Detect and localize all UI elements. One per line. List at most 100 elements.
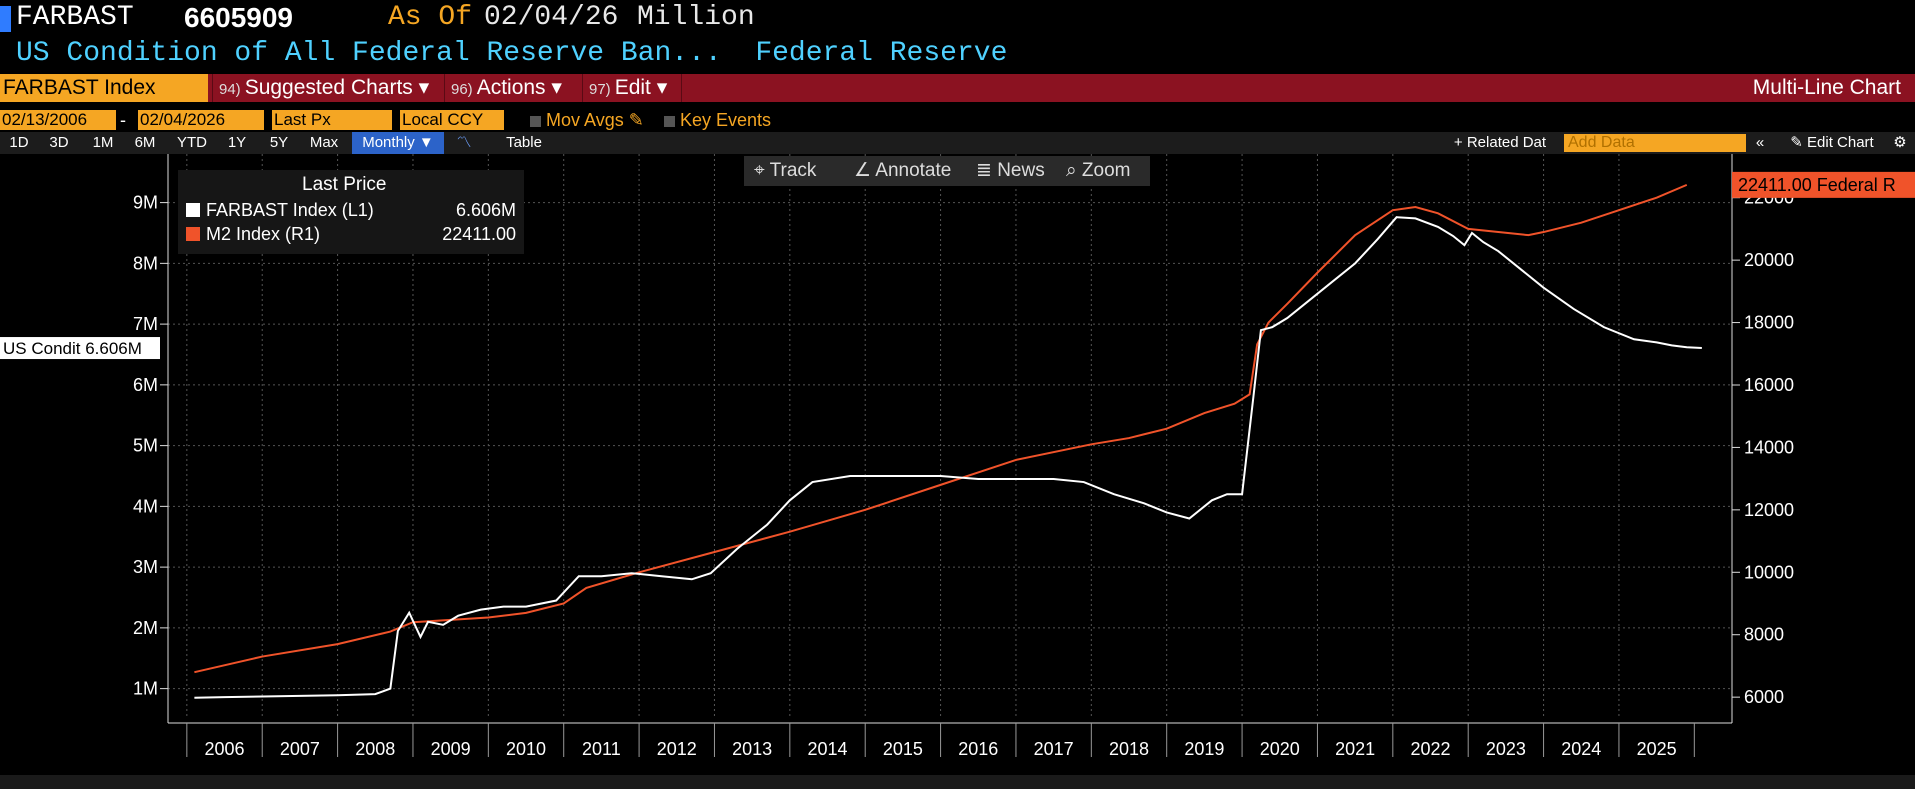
mov-avgs-toggle[interactable]: Mov Avgs ✎ xyxy=(530,110,644,130)
end-date-field[interactable]: 02/04/2026 xyxy=(138,110,264,130)
range-max[interactable]: Max xyxy=(309,134,339,151)
right-tick-label: 20000 xyxy=(1744,250,1794,270)
svg-text:22411.00 Federal R: 22411.00 Federal R xyxy=(1738,175,1896,195)
line-chart-icon[interactable]: 〽 xyxy=(456,134,472,151)
news-button[interactable]: ≣ News xyxy=(976,160,1045,181)
x-tick-label: 2020 xyxy=(1260,739,1300,759)
left-axis-labels: 1M 2M 3M 4M 5M 6M 7M 8M 9M xyxy=(133,193,158,699)
checkbox-icon xyxy=(530,115,541,127)
x-tick-label: 2021 xyxy=(1335,739,1375,759)
left-tick-label: 1M xyxy=(133,679,158,699)
svg-text:US Condit 6.606M: US Condit 6.606M xyxy=(3,339,142,358)
x-tick-label: 2012 xyxy=(657,739,697,759)
date-dash: - xyxy=(120,110,126,130)
status-strip xyxy=(0,775,1915,789)
ticker-label: FARBAST xyxy=(16,2,134,33)
as-of-date: 02/04/26 xyxy=(484,2,619,33)
track-button[interactable]: ⌖ Track xyxy=(754,160,817,181)
crosshair-icon: ⌖ xyxy=(754,160,765,181)
x-tick-label: 2017 xyxy=(1034,739,1074,759)
collapse-icon[interactable]: « xyxy=(1755,134,1765,151)
x-tick-label: 2007 xyxy=(280,739,320,759)
range-1m[interactable]: 1M xyxy=(92,134,114,151)
right-value-tag: 22411.00 Federal R xyxy=(1732,171,1915,198)
table-button[interactable]: Table xyxy=(506,134,542,151)
multi-line-chart[interactable]: 2006 2007 2008 2009 2010 2011 2012 2013 2014 2015… xyxy=(0,154,1915,775)
edit-chart-button[interactable]: ✎ Edit Chart xyxy=(1790,134,1874,151)
x-tick-label: 2023 xyxy=(1486,739,1526,759)
x-tick-label: 2014 xyxy=(807,739,847,759)
left-value-tag: US Condit 6.606M xyxy=(0,337,160,360)
zoom-button[interactable]: ⌕ Zoom xyxy=(1066,160,1131,181)
x-tick-label: 2022 xyxy=(1410,739,1450,759)
range-1d[interactable]: 1D xyxy=(9,134,29,151)
add-data-input[interactable]: Add Data xyxy=(1564,134,1746,152)
right-tick-label: 6000 xyxy=(1744,687,1784,707)
legend-swatch xyxy=(186,227,200,241)
start-date-field[interactable]: 02/13/2006 xyxy=(0,110,116,130)
chart-legend: Last Price FARBAST Index (L1) 6.606M M2 … xyxy=(178,170,524,254)
period-select[interactable]: Monthly ▼ xyxy=(352,132,444,154)
range-3d[interactable]: 3D xyxy=(49,134,69,151)
x-tick-label: 2015 xyxy=(883,739,923,759)
legend-item-m2[interactable]: M2 Index (R1) 22411.00 xyxy=(186,224,516,245)
legend-item-farbast[interactable]: FARBAST Index (L1) 6.606M xyxy=(186,200,516,221)
left-tick-label: 9M xyxy=(133,193,158,213)
legend-value: 22411.00 xyxy=(442,224,516,244)
function-bar: FARBAST Index 94) Suggested Charts ▾ 96) A… xyxy=(0,74,1915,102)
range-6m[interactable]: 6M xyxy=(134,134,156,151)
x-tick-label: 2006 xyxy=(205,739,245,759)
edit-button[interactable]: 97) Edit ▾ xyxy=(582,74,682,102)
right-axis-labels: 6000800010000120001400016000180002000022… xyxy=(1744,188,1794,707)
related-data-button[interactable]: + Related Dat xyxy=(1453,134,1547,151)
legend-swatch xyxy=(186,203,200,217)
key-events-toggle[interactable]: Key Events xyxy=(664,110,771,130)
x-tick-label: 2018 xyxy=(1109,739,1149,759)
security-header: FARBAST 6605909 As Of 02/04/26 Million xyxy=(0,0,1915,38)
left-tick-label: 5M xyxy=(133,436,158,456)
x-tick-label: 2009 xyxy=(431,739,471,759)
range-row: 1D 3D 1M 6M YTD 1Y 5Y Max Monthly ▼ 〽 Ta… xyxy=(0,132,1915,154)
x-tick-label: 2019 xyxy=(1184,739,1224,759)
x-tick-label: 2013 xyxy=(732,739,772,759)
left-tick-label: 7M xyxy=(133,314,158,334)
focus-marker xyxy=(0,6,11,32)
chart-axes xyxy=(160,154,1740,757)
settings-row: 02/13/2006 - 02/04/2026 Last Px Local CC… xyxy=(0,108,1915,132)
range-ytd[interactable]: YTD xyxy=(177,134,207,151)
pencil-icon: ∠ xyxy=(854,160,872,181)
as-of-label: As Of xyxy=(388,2,473,33)
suggested-charts-button[interactable]: 94) Suggested Charts ▾ xyxy=(212,74,442,102)
field-select[interactable]: Last Px xyxy=(272,110,392,130)
security-field[interactable]: FARBAST Index xyxy=(0,74,208,102)
chart-type-label[interactable]: Multi-Line Chart xyxy=(1752,76,1901,99)
actions-button[interactable]: 96) Actions ▾ xyxy=(444,74,580,102)
gear-icon[interactable]: ⚙ xyxy=(1893,134,1907,151)
x-tick-label: 2024 xyxy=(1561,739,1601,759)
right-tick-label: 16000 xyxy=(1744,375,1794,395)
description-line: US Condition of All Federal Reserve Ban.… xyxy=(16,38,1007,69)
right-tick-label: 12000 xyxy=(1744,500,1794,520)
right-tick-label: 18000 xyxy=(1744,313,1794,333)
x-tick-label: 2010 xyxy=(506,739,546,759)
currency-select[interactable]: Local CCY xyxy=(400,110,504,130)
checkbox-icon xyxy=(664,115,675,127)
series-source: Federal Reserve xyxy=(755,38,1008,69)
x-tick-label: 2025 xyxy=(1637,739,1677,759)
right-tick-label: 14000 xyxy=(1744,437,1794,457)
annotate-button[interactable]: ∠ Annotate xyxy=(854,160,952,181)
last-value: 6605909 xyxy=(184,2,294,33)
farbast-series-line xyxy=(194,216,1702,699)
legend-title: Last Price xyxy=(302,174,387,195)
range-5y[interactable]: 5Y xyxy=(269,134,289,151)
m2-series-line xyxy=(194,183,1688,674)
x-tick-label: 2008 xyxy=(355,739,395,759)
left-tick-label: 2M xyxy=(133,618,158,638)
news-icon: ≣ xyxy=(976,160,992,181)
search-icon: ⌕ xyxy=(1066,160,1077,181)
x-tick-label: 2016 xyxy=(958,739,998,759)
grid-lines xyxy=(168,154,1732,719)
legend-value: 6.606M xyxy=(455,200,516,220)
left-tick-label: 4M xyxy=(133,496,158,516)
range-1y[interactable]: 1Y xyxy=(227,134,247,151)
